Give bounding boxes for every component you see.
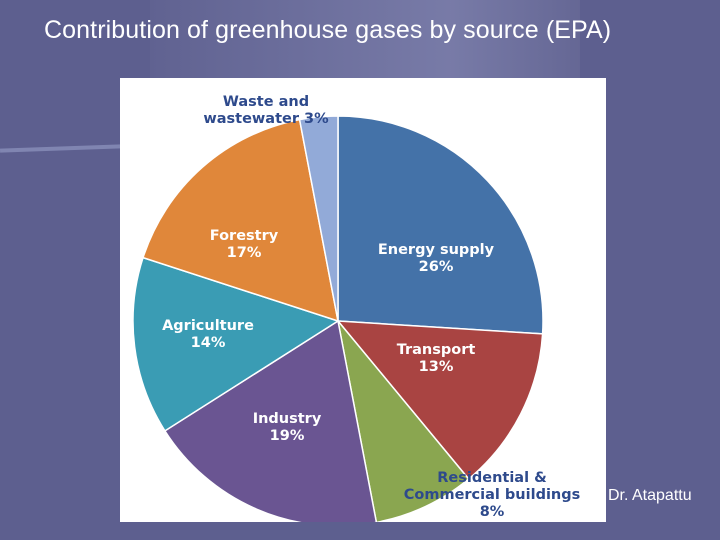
pie-label-line: 14% — [191, 335, 226, 351]
pie-slice-label-2: Residential & Commercial buildings 8% — [404, 470, 581, 520]
pie-label-line: Commercial buildings — [404, 487, 581, 503]
pie-slice-4 — [132, 256, 340, 432]
pie-slice-1 — [336, 320, 544, 481]
pie-label-line: Industry — [253, 411, 322, 427]
pie-slice-label-1: Transport 13% — [397, 342, 476, 375]
author-credit: Dr. Atapattu — [608, 487, 692, 504]
pie-slice-0 — [337, 115, 544, 335]
pie-label-line: Residential & — [437, 470, 547, 486]
pie-label-line: 13% — [419, 359, 454, 375]
pie-slice-5 — [142, 118, 339, 323]
pie-label-line: Transport — [397, 342, 476, 358]
pie-slice-2 — [337, 320, 470, 522]
title-highlight — [150, 0, 580, 80]
pie-label-line: Energy supply — [378, 242, 495, 258]
slide-title: Contribution of greenhouse gases by sour… — [44, 16, 612, 44]
pie-label-line: Waste and — [223, 94, 309, 110]
pie-label-line: 19% — [270, 428, 305, 444]
pie-label-line: Forestry — [210, 228, 279, 244]
pie-slice-6 — [298, 115, 339, 322]
pie-label-line: Agriculture — [162, 318, 254, 334]
pie-slice-label-6: Waste and wastewater 3% — [203, 94, 329, 127]
pie-slice-3 — [163, 319, 378, 522]
pie-chart: Energy supply 26% Transport 13% Residential … — [132, 94, 581, 522]
pie-slice-label-0: Energy supply 26% — [378, 242, 495, 275]
pie-label-line: 17% — [227, 245, 262, 261]
pie-slice-label-5: Forestry 17% — [210, 228, 279, 261]
pie-label-line: wastewater 3% — [203, 111, 329, 127]
pie-chart-panel: Energy supply 26% Transport 13% Residential … — [120, 78, 606, 522]
pie-label-line: 26% — [419, 259, 454, 275]
pie-slice-label-4: Agriculture 14% — [162, 318, 254, 351]
pie-slice-label-3: Industry 19% — [253, 411, 322, 444]
pie-label-line: 8% — [480, 504, 505, 520]
